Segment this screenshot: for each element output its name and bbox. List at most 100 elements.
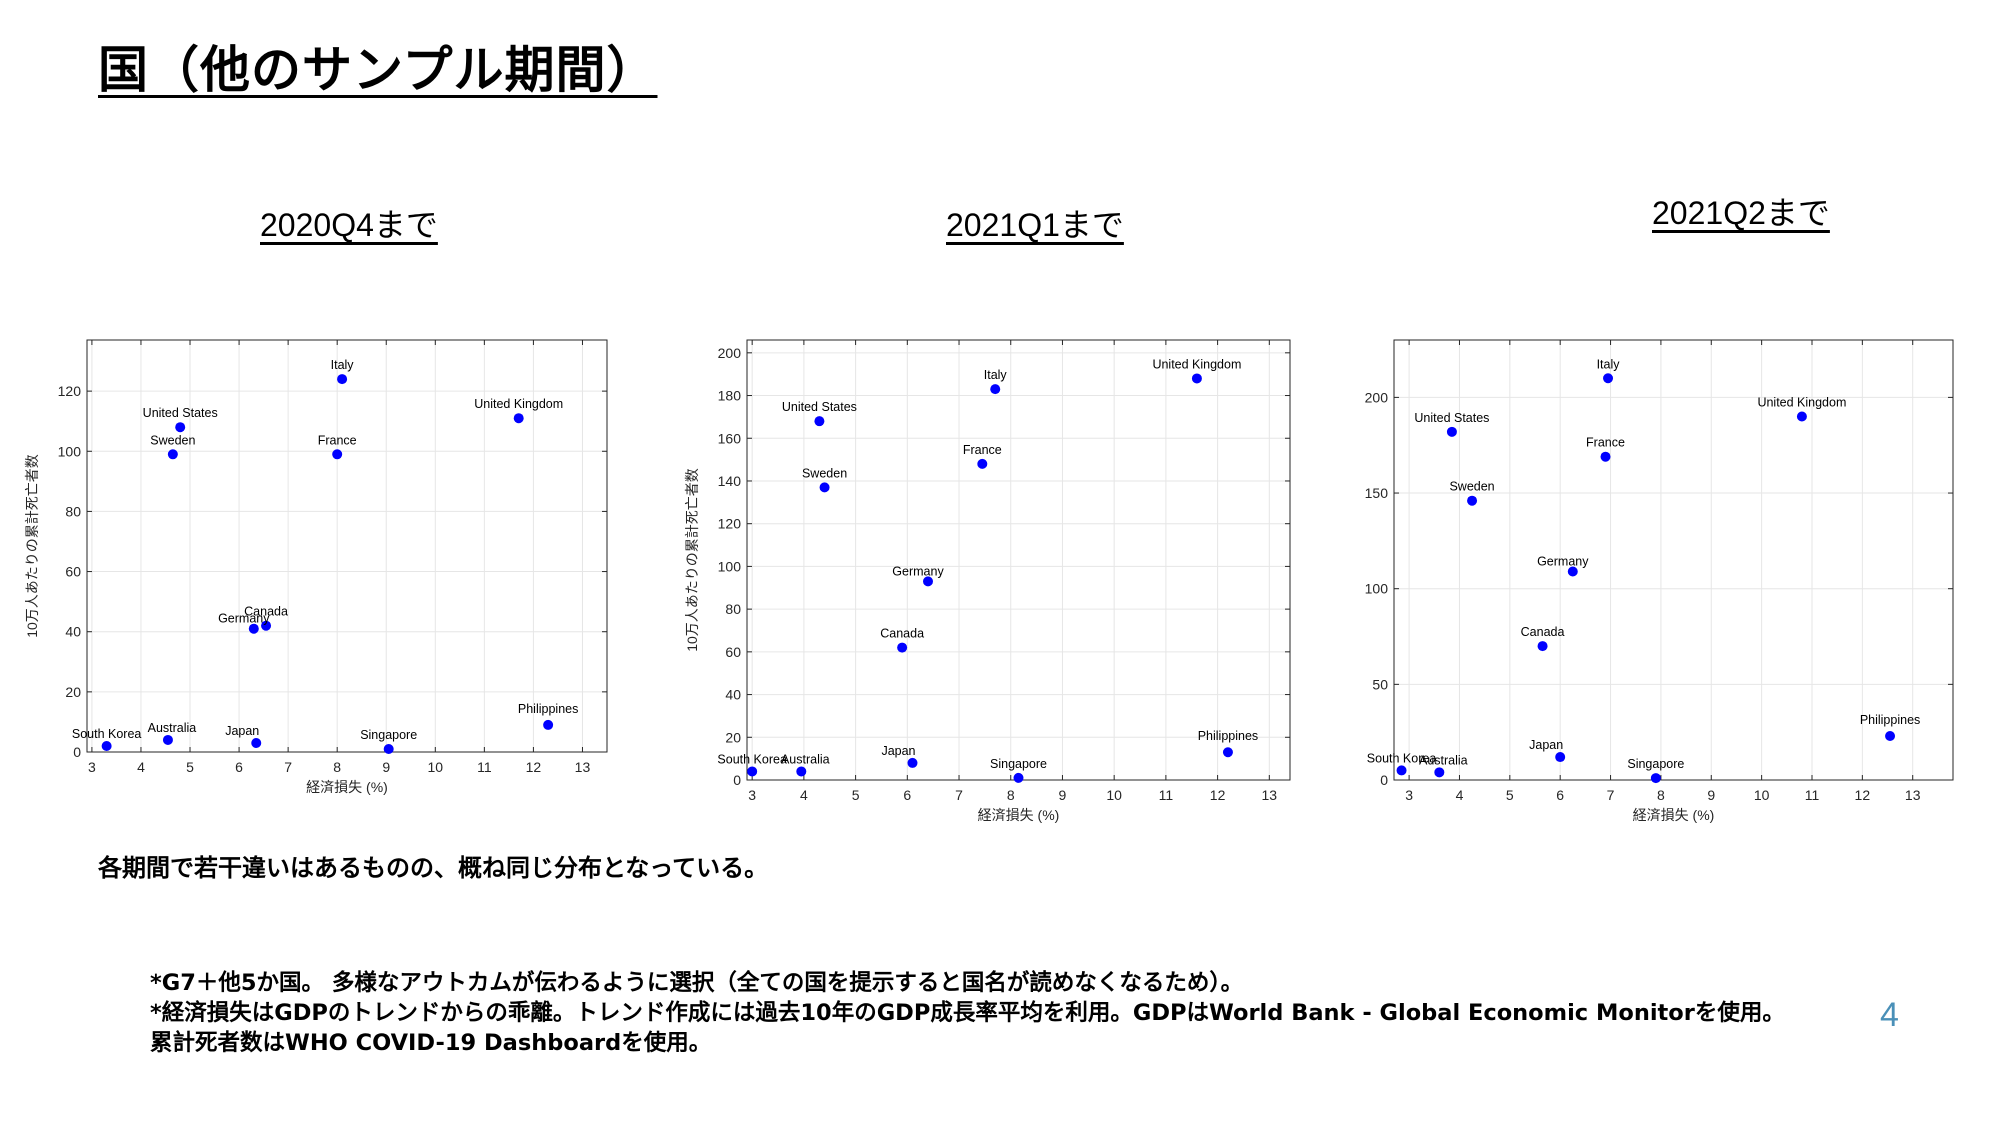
point-label-japan: Japan xyxy=(225,724,259,738)
x-tick-label: 11 xyxy=(1805,787,1820,803)
y-tick-label: 120 xyxy=(58,383,82,399)
point-label-philippines: Philippines xyxy=(1198,729,1258,743)
y-tick-label: 80 xyxy=(65,503,81,519)
point-sweden xyxy=(819,482,830,493)
x-tick-label: 4 xyxy=(800,787,808,803)
point-label-united-kingdom: United Kingdom xyxy=(1757,396,1846,410)
y-tick-label: 200 xyxy=(718,345,742,361)
point-label-sweden: Sweden xyxy=(1449,480,1494,494)
point-label-south-korea: South Korea xyxy=(717,752,787,766)
point-united-states xyxy=(1446,426,1457,437)
x-tick-label: 4 xyxy=(1456,787,1464,803)
y-tick-label: 100 xyxy=(1365,581,1389,597)
x-tick-label: 11 xyxy=(1159,787,1174,803)
x-tick-label: 13 xyxy=(1905,787,1921,803)
point-label-germany: Germany xyxy=(1537,554,1589,568)
y-tick-label: 80 xyxy=(725,601,741,617)
x-tick-label: 3 xyxy=(748,787,756,803)
y-tick-label: 100 xyxy=(718,558,742,574)
point-italy xyxy=(337,374,348,385)
point-label-united-states: United States xyxy=(782,400,857,414)
y-tick-label: 180 xyxy=(718,388,742,404)
y-tick-label: 0 xyxy=(1380,772,1388,788)
y-tick-label: 60 xyxy=(725,644,741,660)
point-united-states xyxy=(814,416,825,427)
period-label-2020q4: 2020Q4まで xyxy=(260,207,438,243)
point-label-united-kingdom: United Kingdom xyxy=(1152,357,1241,371)
point-japan xyxy=(907,757,918,768)
x-axis-label: 経済損失 (%) xyxy=(1633,807,1715,823)
point-label-sweden: Sweden xyxy=(802,466,847,480)
x-tick-label: 5 xyxy=(1506,787,1514,803)
x-tick-label: 13 xyxy=(1262,787,1278,803)
point-france xyxy=(1600,451,1611,462)
footnote-3: 累計死者数はWHO COVID-19 Dashboardを使用。 xyxy=(150,1030,712,1056)
x-tick-label: 3 xyxy=(1405,787,1413,803)
point-sweden xyxy=(167,449,178,460)
point-label-australia: Australia xyxy=(781,752,830,766)
point-japan xyxy=(251,737,262,748)
point-label-italy: Italy xyxy=(331,358,355,372)
point-france xyxy=(977,458,988,469)
point-germany xyxy=(248,623,259,634)
point-singapore xyxy=(383,743,394,754)
point-australia xyxy=(796,766,807,777)
footnotes: *G7＋他5か国。 多様なアウトカムが伝わるように選択（全ての国を提示すると国名… xyxy=(150,968,1785,1058)
x-tick-label: 12 xyxy=(1210,787,1226,803)
point-label-japan: Japan xyxy=(881,744,915,758)
period-label-2021q1: 2021Q1まで xyxy=(946,207,1124,243)
point-france xyxy=(332,449,343,460)
x-tick-label: 6 xyxy=(903,787,911,803)
period-label-2021q2: 2021Q2まで xyxy=(1652,195,1830,231)
summary-text: 各期間で若干違いはあるものの、概ね同じ分布となっている。 xyxy=(98,854,769,882)
point-philippines xyxy=(1885,731,1896,741)
point-australia xyxy=(1434,767,1445,778)
point-label-italy: Italy xyxy=(1597,357,1621,371)
x-tick-label: 8 xyxy=(1657,787,1665,803)
x-axis-label: 経済損失 (%) xyxy=(978,807,1060,823)
x-tick-label: 5 xyxy=(186,759,194,775)
point-united-kingdom xyxy=(513,413,524,424)
point-label-japan: Japan xyxy=(1529,738,1563,752)
y-tick-label: 200 xyxy=(1365,389,1389,405)
y-tick-label: 100 xyxy=(58,443,82,459)
x-tick-label: 11 xyxy=(477,759,492,775)
x-tick-label: 9 xyxy=(1059,787,1067,803)
point-japan xyxy=(1555,752,1566,763)
y-tick-label: 160 xyxy=(718,430,742,446)
point-singapore xyxy=(1650,773,1661,784)
point-label-canada: Canada xyxy=(244,605,288,619)
page-title: 国（他のサンプル期間） xyxy=(98,41,658,99)
y-tick-label: 0 xyxy=(733,772,741,788)
point-label-singapore: Singapore xyxy=(1627,757,1684,771)
x-axis-label: 経済損失 (%) xyxy=(306,779,388,795)
point-label-south-korea: South Korea xyxy=(1367,751,1437,765)
x-tick-label: 3 xyxy=(88,759,96,775)
y-tick-label: 20 xyxy=(65,684,81,700)
x-tick-label: 4 xyxy=(137,759,145,775)
y-tick-label: 120 xyxy=(718,516,742,532)
footnote-1: *G7＋他5か国。 多様なアウトカムが伝わるように選択（全ての国を提示すると国名… xyxy=(150,970,1244,996)
point-philippines xyxy=(543,719,554,730)
y-tick-label: 40 xyxy=(725,687,741,703)
point-label-south-korea: South Korea xyxy=(72,727,142,741)
point-label-italy: Italy xyxy=(984,368,1008,382)
point-germany xyxy=(923,576,933,587)
point-label-australia: Australia xyxy=(148,721,197,735)
x-tick-label: 8 xyxy=(333,759,341,775)
y-tick-label: 50 xyxy=(1372,676,1388,692)
point-canada xyxy=(897,642,908,653)
point-label-france: France xyxy=(1586,436,1625,450)
point-united-kingdom xyxy=(1191,373,1202,384)
point-label-canada: Canada xyxy=(1521,625,1565,639)
point-united-states xyxy=(175,422,186,433)
x-tick-label: 9 xyxy=(382,759,390,775)
point-canada xyxy=(1537,641,1548,652)
point-south-korea xyxy=(1396,765,1407,776)
point-canada xyxy=(261,620,272,631)
point-label-germany: Germany xyxy=(218,612,270,626)
y-tick-label: 150 xyxy=(1365,485,1389,501)
point-label-canada: Canada xyxy=(880,627,924,641)
x-tick-label: 6 xyxy=(235,759,243,775)
